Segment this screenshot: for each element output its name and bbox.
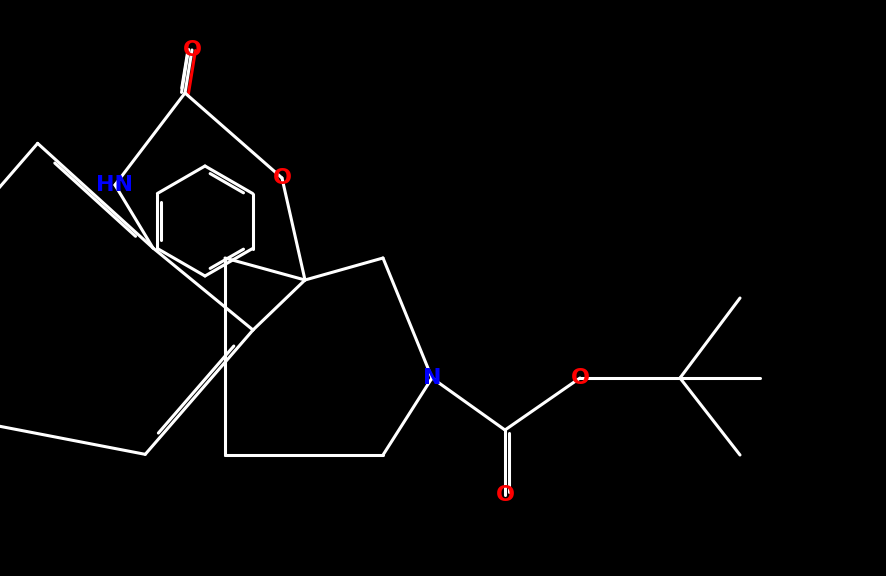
- Text: O: O: [273, 168, 291, 188]
- Text: O: O: [571, 368, 589, 388]
- Text: O: O: [495, 485, 515, 505]
- Text: N: N: [423, 368, 441, 388]
- Text: HN: HN: [97, 175, 134, 195]
- Text: O: O: [183, 40, 201, 60]
